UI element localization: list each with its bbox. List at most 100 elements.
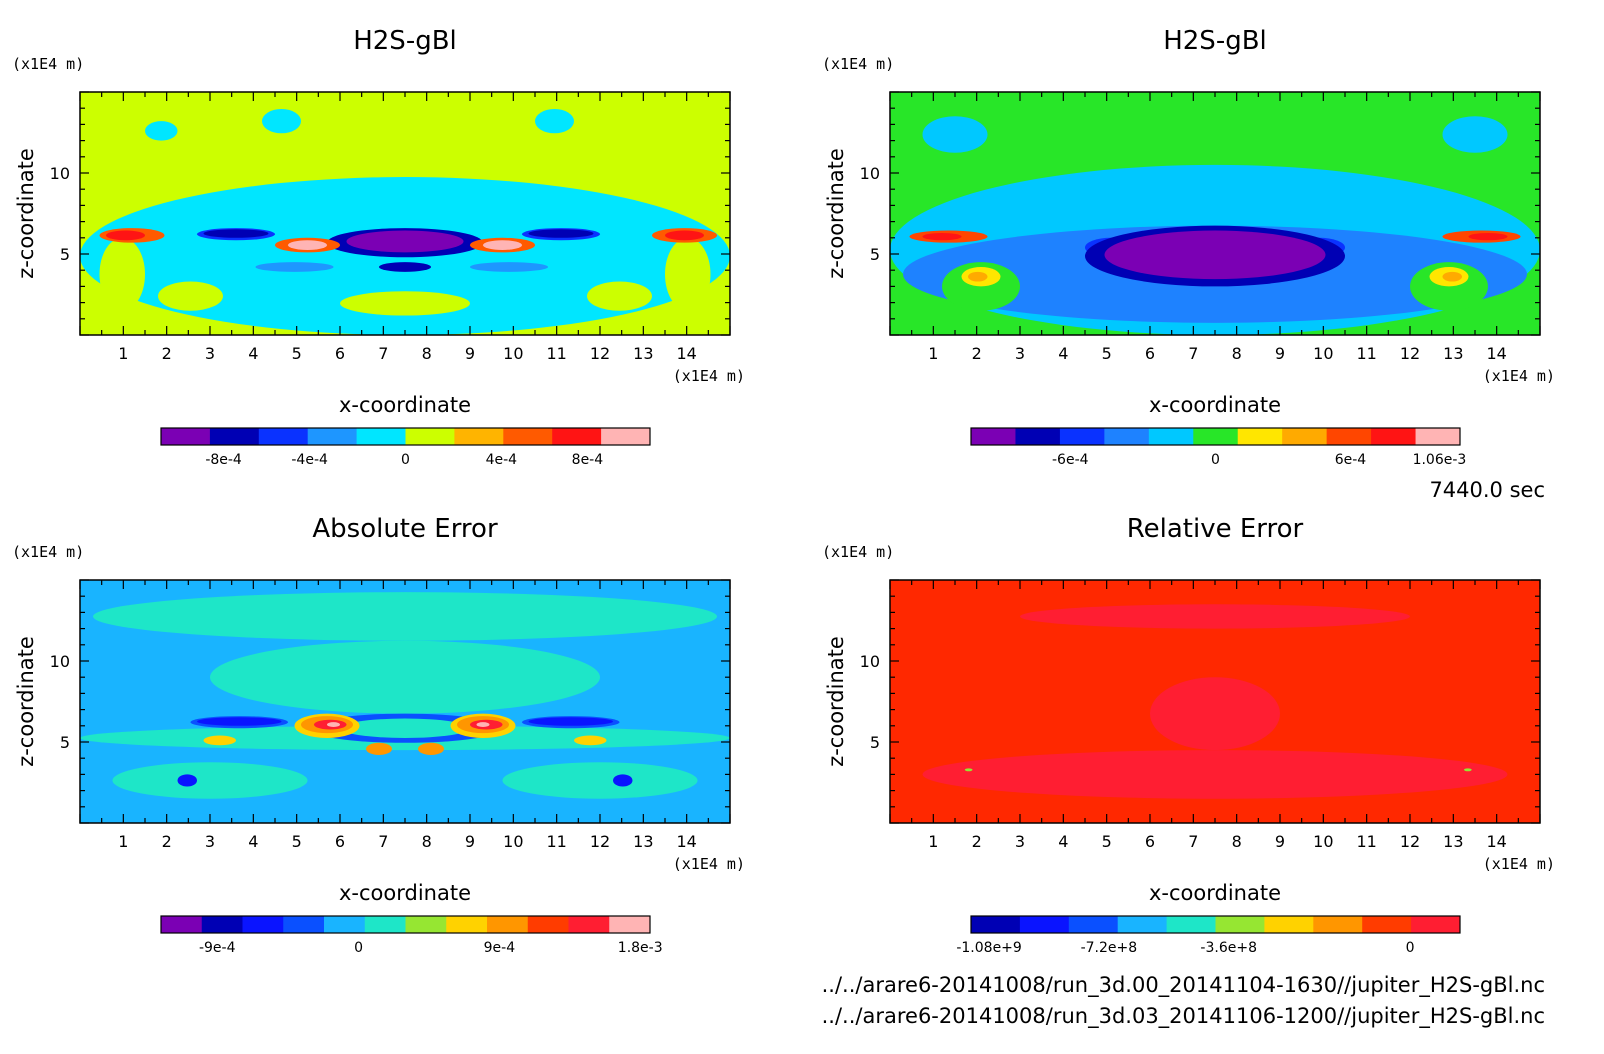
y-axis-label: z-coordinate xyxy=(14,636,38,767)
x-tick-label: 9 xyxy=(1275,344,1285,363)
colorbar-swatch xyxy=(1019,916,1070,933)
colorbar-tick-label: -6e-4 xyxy=(1052,452,1089,468)
contour-field xyxy=(80,592,730,799)
colorbar-swatch xyxy=(1313,916,1363,933)
colorbar-swatch xyxy=(364,916,406,933)
x-tick-label: 3 xyxy=(1015,344,1025,363)
contour-region xyxy=(1104,230,1326,280)
colorbar-tick-label: 1.8e-3 xyxy=(618,940,663,956)
contour-region xyxy=(1468,232,1508,241)
contour-region xyxy=(366,742,392,755)
x-tick-label: 12 xyxy=(590,344,610,363)
colorbar-swatch xyxy=(527,916,569,933)
contour-region xyxy=(470,262,548,272)
x-tick-label: 12 xyxy=(1400,344,1420,363)
x-tick-label: 3 xyxy=(205,344,215,363)
x-tick-label: 9 xyxy=(465,832,475,851)
chart-panel: H2S-gBl(x1E4 m)1 2 3 4 5 6 7 8 9 10 11 12 13 14510(x1… xyxy=(822,26,1555,468)
contour-region xyxy=(177,774,197,787)
contour-region xyxy=(1442,116,1508,153)
contour-region xyxy=(528,229,594,238)
y-tick-label: 10 xyxy=(50,652,70,671)
x-tick-label: 14 xyxy=(1486,832,1506,851)
contour-region xyxy=(158,281,223,311)
x-tick-label: 14 xyxy=(676,344,696,363)
x-tick-label: 4 xyxy=(1058,832,1068,851)
contour-region xyxy=(476,722,490,728)
colorbar-swatch xyxy=(283,916,325,933)
colorbar-swatch xyxy=(1362,916,1412,933)
colorbar-tick-label: 9e-4 xyxy=(484,940,516,956)
contour-field xyxy=(890,116,1540,335)
colorbar-swatch xyxy=(405,428,455,445)
colorbar-tick-label: -3.6e+8 xyxy=(1200,940,1257,956)
colorbar-swatch xyxy=(1215,916,1265,933)
x-tick-label: 12 xyxy=(1400,832,1420,851)
x-tick-label: 13 xyxy=(1443,344,1463,363)
x-tick-label: 6 xyxy=(335,832,345,851)
colorbar-swatch xyxy=(1068,916,1119,933)
x-tick-label: 2 xyxy=(162,344,172,363)
contour-region xyxy=(1020,604,1410,629)
x-axis-label: x-coordinate xyxy=(339,881,471,905)
colorbar-swatch xyxy=(971,428,1016,445)
x-tick-label: 8 xyxy=(1232,832,1242,851)
contour-region xyxy=(1410,262,1488,311)
colorbar-tick-label: -1.08e+9 xyxy=(956,940,1021,956)
colorbar-tick-label: 6e-4 xyxy=(1335,452,1367,468)
colorbar-swatch xyxy=(356,428,406,445)
colorbar-swatch xyxy=(971,916,1021,933)
y-tick-label: 5 xyxy=(870,245,880,264)
file-path-1: ../../arare6-20141008/run_3d.00_20141104… xyxy=(822,973,1545,998)
x-tick-label: 4 xyxy=(248,832,258,851)
contour-region xyxy=(145,121,178,141)
x-tick-label: 6 xyxy=(1145,344,1155,363)
x-tick-label: 7 xyxy=(1188,832,1198,851)
x-unit-label: (x1E4 m) xyxy=(673,855,745,873)
colorbar-swatch xyxy=(405,916,447,933)
x-tick-label: 9 xyxy=(1275,832,1285,851)
colorbar-tick-label: 8e-4 xyxy=(572,452,604,468)
x-tick-label: 5 xyxy=(1102,832,1112,851)
colorbar-swatch xyxy=(201,916,243,933)
y-axis-label: z-coordinate xyxy=(824,636,848,767)
contour-region xyxy=(203,229,269,238)
y-unit-label: (x1E4 m) xyxy=(12,55,84,73)
colorbar-tick-label: 0 xyxy=(401,452,410,468)
y-tick-label: 10 xyxy=(50,164,70,183)
contour-region xyxy=(93,592,717,641)
colorbar-swatch xyxy=(568,916,610,933)
x-tick-label: 4 xyxy=(1058,344,1068,363)
colorbar-swatch xyxy=(1326,428,1372,445)
x-tick-label: 2 xyxy=(972,832,982,851)
contour-region xyxy=(112,762,308,799)
x-tick-label: 2 xyxy=(162,832,172,851)
contour-region xyxy=(379,262,431,272)
colorbar-swatch xyxy=(1015,428,1061,445)
colorbar-tick-label: 1.06e-3 xyxy=(1413,452,1467,468)
colorbar-swatch xyxy=(1282,428,1328,445)
x-tick-label: 3 xyxy=(205,832,215,851)
colorbar-swatch xyxy=(1166,916,1216,933)
contour-region xyxy=(340,718,470,738)
y-unit-label: (x1E4 m) xyxy=(822,55,894,73)
colorbar-swatch xyxy=(1411,916,1461,933)
contour-region xyxy=(964,768,973,772)
x-tick-label: 9 xyxy=(465,344,475,363)
chart-title: Relative Error xyxy=(1127,514,1304,544)
y-unit-label: (x1E4 m) xyxy=(12,543,84,561)
chart-title: Absolute Error xyxy=(312,514,498,544)
contour-region xyxy=(327,722,340,728)
x-tick-label: 5 xyxy=(292,344,302,363)
contour-region xyxy=(574,735,607,746)
colorbar-swatch xyxy=(1371,428,1417,445)
contour-region xyxy=(942,262,1020,311)
x-tick-label: 11 xyxy=(546,344,566,363)
colorbar-swatch xyxy=(454,428,504,445)
x-tick-label: 10 xyxy=(1313,344,1333,363)
x-tick-label: 7 xyxy=(378,344,388,363)
colorbar-tick-label: 0 xyxy=(1406,940,1415,956)
contour-region xyxy=(203,735,236,746)
contour-region xyxy=(1150,677,1280,751)
x-tick-label: 10 xyxy=(503,832,523,851)
